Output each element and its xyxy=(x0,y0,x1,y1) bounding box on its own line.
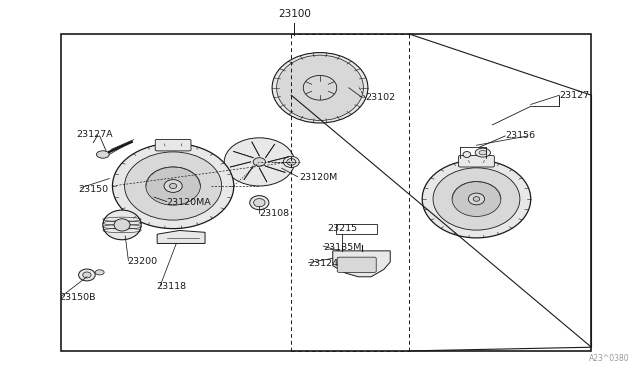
Ellipse shape xyxy=(113,143,234,229)
Circle shape xyxy=(479,150,486,155)
Circle shape xyxy=(97,151,109,158)
Text: 23102: 23102 xyxy=(365,93,396,102)
Ellipse shape xyxy=(422,160,531,238)
Ellipse shape xyxy=(452,182,501,217)
Ellipse shape xyxy=(114,219,130,231)
Text: 23120M: 23120M xyxy=(299,173,337,182)
Ellipse shape xyxy=(250,196,269,210)
Circle shape xyxy=(475,148,490,157)
Text: 23120MA: 23120MA xyxy=(167,198,211,207)
Text: 23150B: 23150B xyxy=(60,294,96,302)
FancyBboxPatch shape xyxy=(337,257,376,272)
Ellipse shape xyxy=(276,55,364,121)
Polygon shape xyxy=(333,251,390,277)
Text: 23127A: 23127A xyxy=(76,130,113,140)
Bar xyxy=(61,34,591,351)
Text: 23108: 23108 xyxy=(259,209,289,218)
Ellipse shape xyxy=(284,156,300,167)
Ellipse shape xyxy=(473,197,480,201)
Circle shape xyxy=(95,270,104,275)
Ellipse shape xyxy=(125,152,221,220)
Polygon shape xyxy=(157,231,205,243)
Ellipse shape xyxy=(164,180,182,192)
Ellipse shape xyxy=(303,76,337,100)
Ellipse shape xyxy=(103,210,141,240)
Ellipse shape xyxy=(146,167,200,205)
Ellipse shape xyxy=(170,183,177,189)
Ellipse shape xyxy=(272,52,368,123)
Text: 23100: 23100 xyxy=(278,9,311,19)
Text: 23215: 23215 xyxy=(327,224,357,233)
Text: 23135M: 23135M xyxy=(323,243,362,251)
Ellipse shape xyxy=(253,158,266,166)
Ellipse shape xyxy=(253,199,265,207)
Text: 23200: 23200 xyxy=(127,257,157,266)
Ellipse shape xyxy=(287,158,296,165)
Text: 23156: 23156 xyxy=(505,131,535,141)
Text: 23118: 23118 xyxy=(156,282,186,291)
Text: 23150: 23150 xyxy=(79,185,109,194)
Ellipse shape xyxy=(468,193,484,205)
Ellipse shape xyxy=(79,269,95,281)
Text: 23124: 23124 xyxy=(308,259,339,268)
Ellipse shape xyxy=(224,138,294,186)
Text: A23^0380: A23^0380 xyxy=(589,354,630,363)
Ellipse shape xyxy=(433,168,520,230)
Bar xyxy=(336,224,378,234)
FancyBboxPatch shape xyxy=(156,140,191,151)
Ellipse shape xyxy=(463,151,470,157)
Text: 23127: 23127 xyxy=(559,91,589,100)
Ellipse shape xyxy=(83,272,91,278)
FancyBboxPatch shape xyxy=(459,155,494,167)
